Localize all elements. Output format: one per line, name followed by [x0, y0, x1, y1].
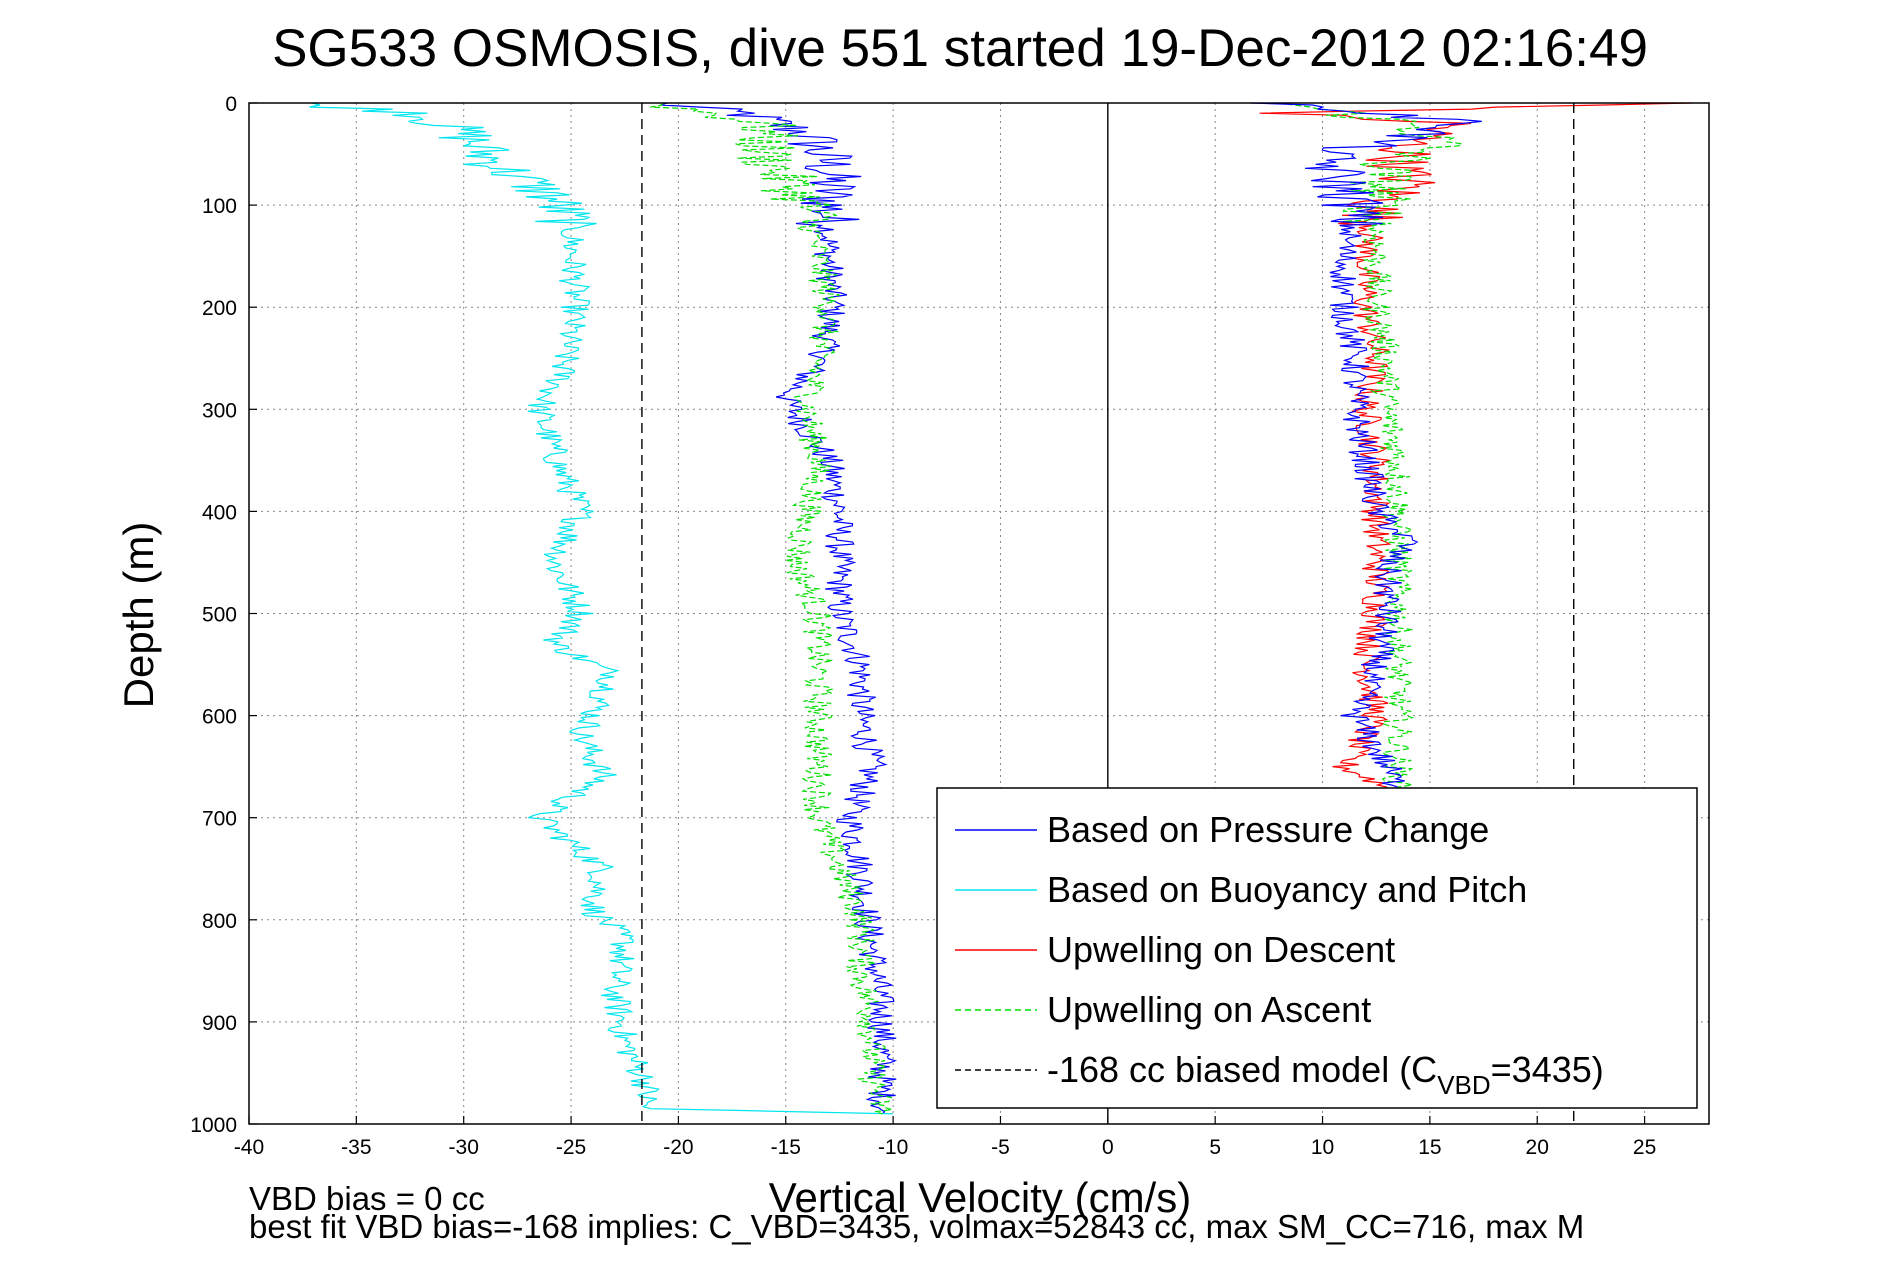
x-tick-label: -10 [878, 1136, 908, 1159]
y-tick-label: 600 [202, 706, 237, 729]
series-line [1250, 102, 1482, 788]
y-tick-label: 100 [202, 195, 237, 218]
x-tick-label: -5 [991, 1136, 1010, 1159]
y-tick-label: 200 [202, 297, 237, 320]
x-tick-label: 15 [1418, 1136, 1441, 1159]
x-ticks: -40 -35 -30 -25 -20 -15 -10 -5 0 5 10 15 20 25 [234, 1116, 1656, 1159]
x-tick-label: 25 [1633, 1136, 1656, 1159]
x-tick-label: 20 [1526, 1136, 1549, 1159]
series-line [650, 102, 893, 1115]
legend-label: Based on Pressure Change [1047, 809, 1489, 850]
x-tick-label: -35 [341, 1136, 371, 1159]
legend-box [936, 787, 1698, 1109]
x-tick-label: -20 [663, 1136, 693, 1159]
grid [248, 102, 1709, 1125]
series-line [1259, 102, 1692, 788]
legend: Based on Pressure Change Based on Buoyanc… [936, 787, 1698, 1109]
x-tick-label: -40 [234, 1136, 264, 1159]
x-tick-label: -30 [449, 1136, 479, 1159]
x-tick-label: 10 [1311, 1136, 1334, 1159]
y-tick-label: 0 [225, 93, 237, 116]
x-axis-label: Vertical Velocity (cm/s) [769, 1174, 1191, 1221]
y-tick-label: 300 [202, 399, 237, 422]
chart-title: SG533 OSMOSIS, dive 551 started 19-Dec-2… [272, 19, 1648, 78]
series-line [309, 102, 894, 1115]
y-tick-label: 500 [202, 604, 237, 627]
legend-label: -168 cc biased model (CVBD=3435) [1047, 1049, 1604, 1100]
y-tick-label: 900 [202, 1012, 237, 1035]
y-tick-label: 400 [202, 501, 237, 524]
y-axis-label: Depth (m) [115, 522, 162, 709]
series-layer [309, 102, 1692, 1115]
footnote-vbd-bias: VBD bias = 0 cc [249, 1180, 485, 1217]
y-tick-label: 700 [202, 808, 237, 831]
y-tick-label: 1000 [190, 1114, 237, 1137]
y-tick-label: 800 [202, 910, 237, 933]
x-tick-label: 0 [1102, 1136, 1114, 1159]
x-tick-label: -25 [556, 1136, 586, 1159]
y-ticks: 0 100 200 300 400 500 600 700 800 900 1000 [190, 93, 257, 1137]
legend-label: Based on Buoyancy and Pitch [1047, 869, 1527, 910]
legend-label: Upwelling on Ascent [1047, 989, 1371, 1030]
legend-label: Upwelling on Descent [1047, 929, 1395, 970]
footnote-best-fit: best fit VBD bias=-168 implies: C_VBD=34… [249, 1208, 1584, 1245]
x-tick-label: -15 [771, 1136, 801, 1159]
x-tick-label: 5 [1209, 1136, 1221, 1159]
